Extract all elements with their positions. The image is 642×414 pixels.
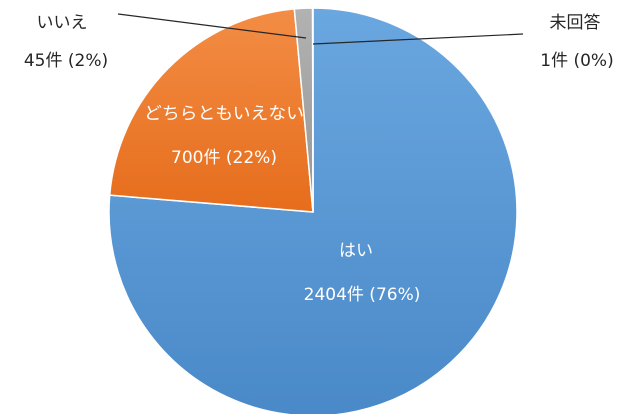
slice-label-yes: はい: [339, 241, 373, 261]
slice-label-no: いいえ: [37, 13, 88, 33]
slice-label-unanswered: 未回答: [550, 13, 601, 33]
pie-slices: [108, 7, 518, 414]
slice-value-yes: 2404件 (76%): [304, 285, 421, 305]
leader-line-no: [117, 13, 307, 39]
slice-value-no: 45件 (2%): [24, 51, 108, 71]
slice-value-unanswered: 1件 (0%): [540, 51, 613, 71]
slice-value-neutral: 700件 (22%): [171, 148, 277, 168]
leader-line-unanswered: [312, 33, 524, 45]
pie-slice-neutral: [108, 8, 314, 213]
slice-label-neutral: どちらともいえない: [144, 104, 304, 124]
